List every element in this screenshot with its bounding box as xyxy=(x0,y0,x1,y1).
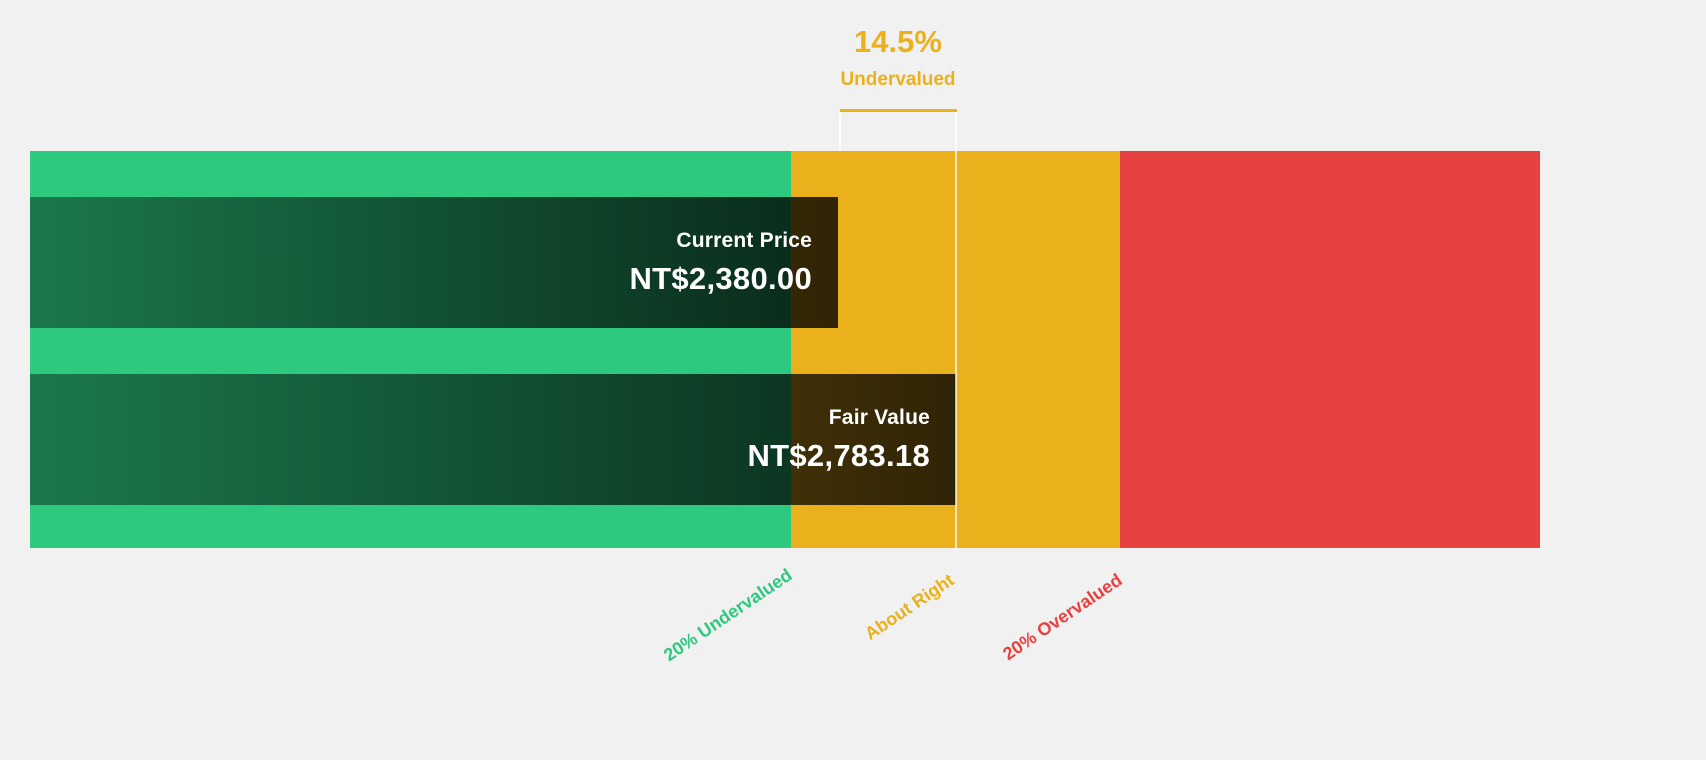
current-price-value: NT$2,380.00 xyxy=(629,260,812,296)
fair-value-label: Fair Value xyxy=(828,405,930,429)
current-price-bar: Current Price NT$2,380.00 xyxy=(30,197,838,328)
fair-value-value: NT$2,783.18 xyxy=(747,437,930,473)
zone-overvalued xyxy=(1120,151,1540,548)
fair-value-bar: Fair Value NT$2,783.18 xyxy=(30,374,956,505)
zone-label-about-right: About Right xyxy=(861,569,958,644)
zone-label-undervalued: 20% Undervalued xyxy=(660,564,796,666)
zone-label-overvalued: 20% Overvalued xyxy=(999,569,1126,665)
discount-label: Undervalued xyxy=(840,69,956,90)
current-price-label: Current Price xyxy=(676,228,812,252)
fair-value-marker-line xyxy=(955,112,957,548)
annotation-underline xyxy=(840,109,957,112)
discount-percent: 14.5% xyxy=(854,24,942,59)
discount-annotation: 14.5% Undervalued xyxy=(840,24,955,91)
